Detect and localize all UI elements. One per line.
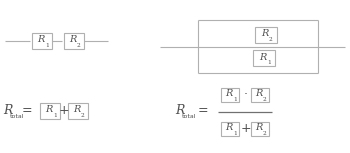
FancyBboxPatch shape [255,27,277,43]
Text: R: R [225,123,233,132]
FancyBboxPatch shape [221,88,239,102]
Text: R: R [255,123,263,132]
Text: R: R [175,104,184,118]
Text: R: R [37,35,45,45]
Text: =: = [22,104,33,118]
FancyBboxPatch shape [40,103,60,119]
Text: R: R [259,53,267,62]
Text: 2: 2 [263,97,267,102]
Text: R: R [261,29,269,38]
Text: 2: 2 [263,131,267,136]
FancyBboxPatch shape [32,33,52,49]
FancyBboxPatch shape [221,122,239,136]
Text: 1: 1 [233,97,237,102]
Text: 2: 2 [269,37,273,42]
Text: R: R [255,90,263,99]
FancyBboxPatch shape [68,103,88,119]
Text: R: R [73,106,81,114]
Text: 1: 1 [267,60,271,65]
Text: R: R [69,35,77,45]
Text: 1: 1 [53,113,57,118]
Text: R: R [3,104,12,118]
FancyBboxPatch shape [251,88,269,102]
Text: ·: · [244,88,248,101]
FancyBboxPatch shape [251,122,269,136]
Text: 2: 2 [77,43,81,48]
FancyBboxPatch shape [253,50,275,66]
Text: R: R [225,90,233,99]
Text: total: total [182,114,196,119]
Text: 2: 2 [81,113,85,118]
Text: 1: 1 [45,43,49,48]
Text: +: + [241,123,251,136]
Text: 1: 1 [233,131,237,136]
Text: R: R [45,106,53,114]
Text: =: = [198,104,209,118]
Text: total: total [10,114,25,119]
Text: +: + [59,104,69,118]
FancyBboxPatch shape [64,33,84,49]
